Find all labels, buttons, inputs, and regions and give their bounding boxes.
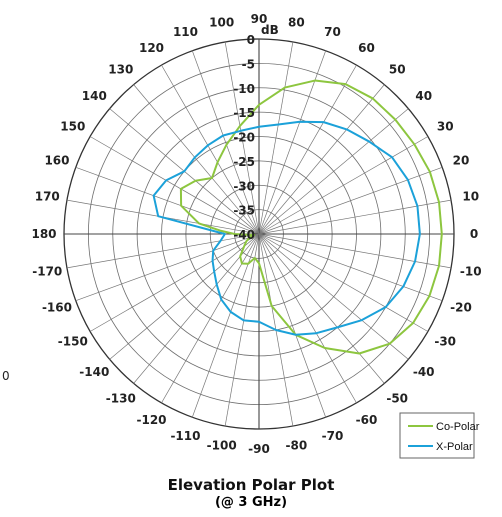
legend-box (399, 412, 475, 459)
angle-tick-label: -10 (460, 264, 482, 278)
radial-tick-label: -10 (233, 82, 255, 96)
radial-tick-labels: 0 -5 -10 -15 -20 -25 -30 -35 -40 dB (233, 23, 278, 242)
angle-tick-label: 0 (470, 227, 478, 241)
radial-tick-label: -35 (233, 204, 255, 218)
angle-tick-label: 70 (324, 25, 341, 39)
angle-tick-label: -170 (32, 264, 62, 278)
polar-grid (63, 38, 455, 430)
grid-spoke (258, 84, 385, 235)
angle-tick-label: 150 (60, 120, 85, 134)
angle-tick-label: -130 (106, 392, 136, 406)
grid-spoke (161, 64, 260, 235)
grid-spoke (191, 50, 260, 235)
angle-tick-label: -150 (58, 335, 88, 349)
angle-tick-label: -70 (322, 429, 344, 443)
angle-tick-label: -160 (42, 301, 72, 315)
angle-tick-label: 130 (108, 62, 133, 76)
grid-spoke (133, 84, 260, 235)
grid-spoke (258, 166, 443, 235)
grid-spoke (109, 233, 260, 360)
grid-spoke (258, 108, 409, 235)
grid-spoke (75, 166, 260, 235)
angle-tick-label: 10 (462, 190, 479, 204)
angle-tick-label: -20 (450, 301, 472, 315)
radial-unit-label: dB (261, 23, 279, 37)
radial-tick-label: 0 (247, 33, 255, 47)
radial-tick-label: -25 (233, 155, 255, 169)
radial-tick-label: -30 (233, 179, 255, 193)
grid-spoke (89, 233, 260, 332)
grid-spoke (258, 41, 294, 235)
series-line-x-polar (152, 120, 421, 336)
grid-spoke (133, 233, 260, 384)
radial-tick-label: -5 (242, 57, 255, 71)
grid-spoke (75, 233, 260, 302)
grid-spoke (258, 233, 385, 384)
grid-spoke (258, 233, 409, 360)
chart-subtitle: (@ 3 GHz) (214, 495, 288, 510)
radial-tick-label: -20 (233, 131, 255, 145)
angle-tick-label: -110 (170, 429, 200, 443)
grid-spoke (224, 233, 260, 427)
angle-tick-label: 40 (415, 89, 432, 103)
angle-tick-label: 170 (35, 190, 60, 204)
angle-tick-label: 80 (288, 15, 305, 29)
grid-spoke (224, 41, 260, 235)
angle-tick-label: 180 (31, 227, 56, 241)
grid-spoke (258, 64, 357, 235)
angle-tick-label: 140 (82, 89, 107, 103)
angle-tick-label: 120 (139, 41, 164, 55)
angle-tick-label: -30 (434, 335, 456, 349)
grid-spoke (89, 136, 260, 235)
legend: Co-Polar X-Polar (399, 412, 480, 459)
angle-tick-label: 50 (389, 62, 406, 76)
angle-tick-label: -120 (136, 413, 166, 427)
angle-tick-label: -90 (248, 442, 270, 456)
angle-tick-label: 90 (251, 12, 268, 26)
angle-tick-label: 160 (44, 153, 69, 167)
grid-spoke (258, 50, 327, 235)
angle-tick-label: -80 (285, 439, 307, 453)
angle-tick-label: -140 (79, 365, 109, 379)
grid-spoke (161, 233, 260, 404)
data-curves (152, 79, 443, 355)
grid-spoke (258, 199, 452, 235)
angle-tick-label: -60 (356, 413, 378, 427)
angle-tick-label: 110 (173, 25, 198, 39)
angle-tick-label: 100 (209, 15, 234, 29)
radial-tick-label: -40 (233, 228, 255, 242)
grid-spoke (258, 233, 429, 332)
angle-tick-label: 60 (358, 41, 375, 55)
legend-label-x-polar: X-Polar (436, 441, 473, 453)
stray-label: 0 (2, 369, 10, 383)
radial-tick-label: -15 (233, 106, 255, 120)
grid-spoke (258, 233, 327, 418)
grid-spoke (258, 233, 443, 302)
chart-title: Elevation Polar Plot (167, 476, 335, 494)
angle-tick-label: -40 (413, 365, 435, 379)
legend-label-co-polar: Co-Polar (436, 421, 480, 433)
grid-spoke (258, 233, 452, 269)
angle-tick-label: 30 (437, 120, 454, 134)
series-line-co-polar (179, 79, 443, 355)
angle-tick-label: 20 (453, 153, 470, 167)
grid-spoke (66, 233, 260, 269)
grid-spoke (258, 136, 429, 235)
angle-tick-label: -100 (207, 439, 237, 453)
angle-tick-label: -50 (386, 392, 408, 406)
grid-spoke (258, 233, 357, 404)
grid-spoke (191, 233, 260, 418)
